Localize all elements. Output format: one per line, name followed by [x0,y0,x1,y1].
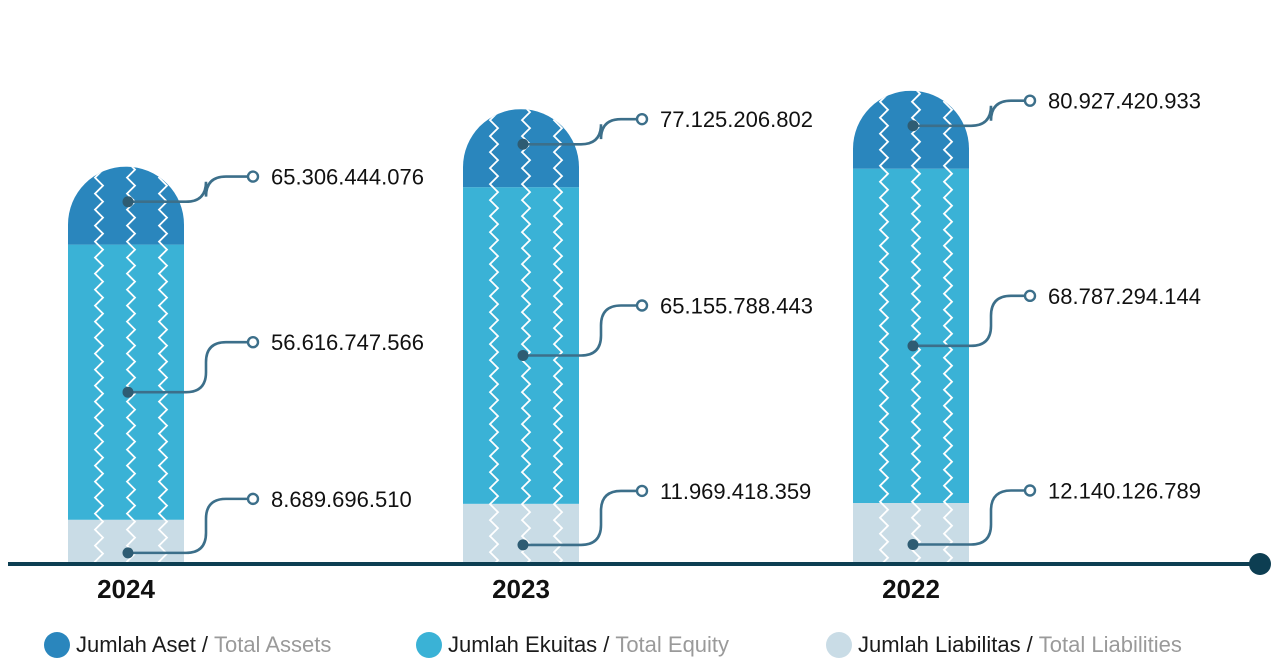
x-tick-label: 2022 [882,574,940,604]
connector-dot [122,196,134,208]
bar-segment-equity [68,244,184,520]
connector-liabilities [913,489,1028,546]
connector-dot [517,138,529,150]
bars-layer [68,90,969,562]
legend-swatch-equity [416,632,442,658]
legend: Jumlah Aset / Total Assets Jumlah Ekuita… [0,628,1277,664]
legend-swatch-assets [44,632,70,658]
connector-end-ring [635,112,649,126]
connector-dot [122,547,134,559]
value-label-liabilities: 11.969.418.359 [660,479,811,504]
labels-layer: 8.689.696.510 56.616.747.566 65.306.444.07… [97,89,1201,604]
value-label-equity: 65.155.788.443 [660,294,813,319]
legend-separator: / [603,632,610,657]
connector-assets [523,117,640,146]
connector-end-ring [1023,289,1037,303]
connector-dot [517,350,529,362]
bar-zigzag-line [125,166,137,562]
legend-separator: / [1026,632,1033,657]
value-label-assets: 77.125.206.802 [660,107,813,132]
connector-dot [122,386,134,398]
connector-assets [128,175,251,204]
connector-liabilities [523,489,640,547]
connector-dot [907,340,919,352]
legend-label-equity-en: Total Equity [615,632,730,657]
connector-end-ring [1023,484,1037,497]
connector-dot [907,120,919,132]
connector-equity [523,304,640,357]
legend-item-liabilities: Jumlah Liabilitas / Total Liabilities [826,632,1182,658]
bar-2023 [463,109,579,562]
connector-equity [128,340,251,394]
bar-zigzag-line [488,109,500,562]
bar-zigzag-line [157,166,169,562]
legend-label-liabilities-en: Total Liabilities [1038,632,1182,657]
axis-layer [8,553,1271,575]
legend-label-liabilities-id: Jumlah Liabilitas [858,632,1021,657]
bar-zigzag-line [520,109,532,562]
x-tick-label: 2023 [492,574,550,604]
bar-zigzag-line [878,90,890,562]
legend-label-equity-id: Jumlah Ekuitas [448,632,598,657]
connector-end-ring [1023,94,1037,107]
legend-label-assets-id: Jumlah Aset [76,632,196,657]
bar-segment-equity [853,168,969,503]
connector-equity [913,294,1028,348]
connector-dot [907,538,919,550]
value-label-liabilities: 12.140.126.789 [1048,478,1201,503]
connector-end-ring [635,484,649,498]
connector-end-ring [246,492,260,506]
legend-separator: / [201,632,208,657]
bar-segment-liabilities [853,502,969,562]
connector-end-ring [246,170,260,183]
legend-swatch-liabilities [826,632,852,658]
legend-label-assets-en: Total Assets [213,632,332,657]
connector-dot [517,539,529,551]
stacked-bar-chart: 8.689.696.510 56.616.747.566 65.306.444.07… [8,89,1271,604]
connectors-layer [122,94,1037,559]
bar-zigzag-line [552,109,564,562]
legend-item-assets: Jumlah Aset / Total Assets [44,632,331,658]
x-tick-label: 2024 [97,574,155,604]
connector-liabilities [128,497,251,555]
value-label-equity: 56.616.747.566 [271,330,424,355]
value-label-assets: 65.306.444.076 [271,165,424,190]
bar-2024 [68,166,184,562]
bar-2022 [853,90,969,562]
value-label-equity: 68.787.294.144 [1048,284,1201,309]
legend-item-equity: Jumlah Ekuitas / Total Equity [416,632,729,658]
connector-end-ring [635,299,649,312]
connector-assets [913,99,1028,128]
bar-zigzag-line [93,166,105,562]
bar-zigzag-line [942,90,954,562]
axis-end-dot [1249,553,1271,575]
connector-end-ring [246,335,260,349]
value-label-liabilities: 8.689.696.510 [271,487,412,512]
value-label-assets: 80.927.420.933 [1048,89,1201,114]
